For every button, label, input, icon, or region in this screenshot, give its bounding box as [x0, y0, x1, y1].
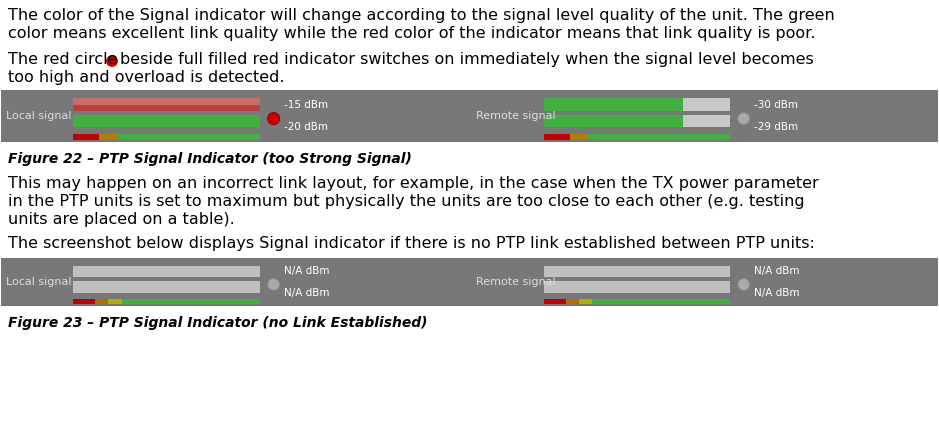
- Text: N/A dBm: N/A dBm: [754, 266, 799, 276]
- Text: N/A dBm: N/A dBm: [284, 288, 329, 297]
- Text: Remote signal: Remote signal: [476, 111, 556, 121]
- Bar: [578, 299, 592, 304]
- Bar: [73, 98, 259, 111]
- Bar: [1, 90, 938, 142]
- Bar: [570, 134, 588, 140]
- Bar: [73, 266, 259, 277]
- Bar: [1, 90, 468, 142]
- Text: The red circle: The red circle: [8, 52, 123, 67]
- Bar: [544, 266, 730, 277]
- Bar: [73, 115, 259, 127]
- Bar: [471, 258, 937, 306]
- Bar: [544, 115, 684, 127]
- Text: Figure 22 – PTP Signal Indicator (too Strong Signal): Figure 22 – PTP Signal Indicator (too St…: [8, 152, 412, 166]
- Bar: [684, 115, 730, 127]
- Circle shape: [738, 113, 749, 125]
- Circle shape: [106, 55, 117, 67]
- Text: The screenshot below displays Signal indicator if there is no PTP link establish: The screenshot below displays Signal ind…: [8, 236, 815, 251]
- Text: -29 dBm: -29 dBm: [754, 123, 798, 132]
- Text: N/A dBm: N/A dBm: [284, 266, 329, 276]
- Text: beside full filled red indicator switches on immediately when the signal level b: beside full filled red indicator switche…: [120, 52, 814, 67]
- Text: color means excellent link quality while the red color of the indicator means th: color means excellent link quality while…: [8, 26, 815, 41]
- Bar: [100, 134, 117, 140]
- Text: Local signal: Local signal: [6, 111, 71, 121]
- Bar: [588, 134, 730, 140]
- Circle shape: [738, 278, 749, 291]
- Text: in the PTP units is set to maximum but physically the units are too close to eac: in the PTP units is set to maximum but p…: [8, 194, 805, 209]
- Bar: [73, 299, 96, 304]
- Circle shape: [268, 113, 280, 125]
- Bar: [73, 134, 100, 140]
- Bar: [471, 90, 937, 142]
- Bar: [96, 299, 108, 304]
- Text: Remote signal: Remote signal: [476, 277, 556, 287]
- Bar: [684, 98, 730, 111]
- Bar: [544, 134, 570, 140]
- Text: -15 dBm: -15 dBm: [284, 100, 328, 110]
- Bar: [544, 281, 730, 293]
- Text: N/A dBm: N/A dBm: [754, 288, 799, 297]
- Text: The color of the Signal indicator will change according to the signal level qual: The color of the Signal indicator will c…: [8, 8, 835, 23]
- Bar: [1, 258, 468, 306]
- Bar: [108, 299, 121, 304]
- Text: -30 dBm: -30 dBm: [754, 100, 798, 110]
- Bar: [121, 299, 259, 304]
- Text: Local signal: Local signal: [6, 277, 71, 287]
- Text: This may happen on an incorrect link layout, for example, in the case when the T: This may happen on an incorrect link lay…: [8, 176, 819, 191]
- Text: units are placed on a table).: units are placed on a table).: [8, 212, 235, 227]
- Text: too high and overload is detected.: too high and overload is detected.: [8, 70, 285, 85]
- Bar: [1, 258, 938, 306]
- Bar: [566, 299, 578, 304]
- Bar: [73, 281, 259, 293]
- Text: Figure 23 – PTP Signal Indicator (no Link Established): Figure 23 – PTP Signal Indicator (no Lin…: [8, 316, 427, 330]
- Bar: [592, 299, 730, 304]
- Bar: [544, 299, 566, 304]
- Bar: [117, 134, 259, 140]
- Bar: [544, 98, 684, 111]
- Circle shape: [268, 278, 280, 291]
- Text: -20 dBm: -20 dBm: [284, 123, 328, 132]
- Bar: [73, 98, 259, 105]
